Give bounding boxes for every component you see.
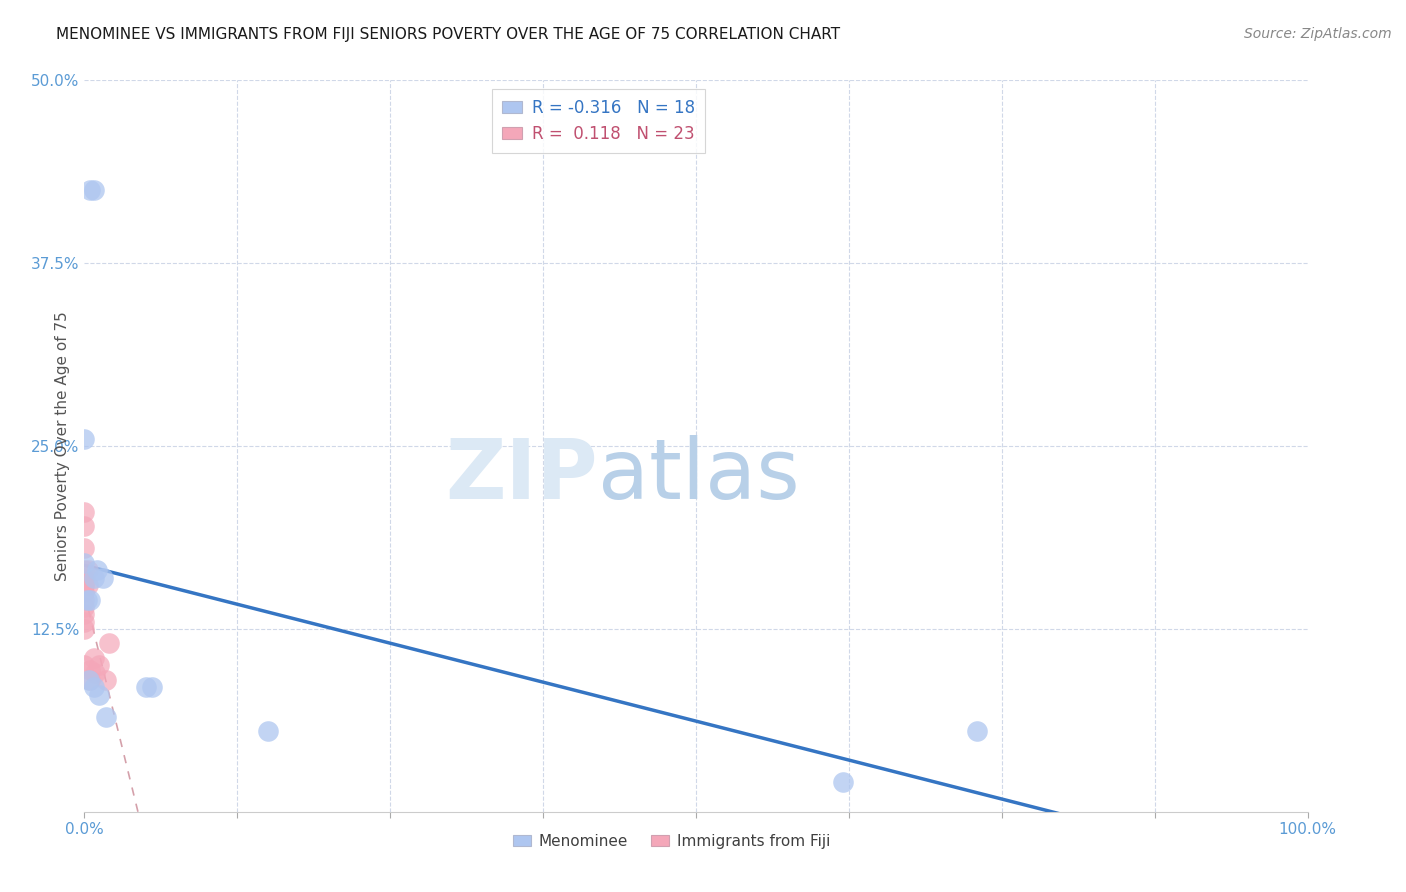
- Point: [73, 622, 96, 636]
- Text: ZIP: ZIP: [446, 434, 598, 516]
- Point: [966, 724, 988, 739]
- Point: [79, 663, 101, 677]
- Point: [83, 571, 105, 585]
- Point: [73, 607, 96, 622]
- Point: [73, 578, 96, 592]
- Point: [87, 658, 110, 673]
- Point: [257, 724, 280, 739]
- Point: [73, 563, 96, 577]
- Point: [77, 673, 100, 687]
- Point: [73, 556, 96, 570]
- Point: [79, 183, 101, 197]
- Point: [77, 563, 100, 577]
- Point: [73, 519, 96, 533]
- Point: [77, 578, 100, 592]
- Point: [83, 681, 105, 695]
- Y-axis label: Seniors Poverty Over the Age of 75: Seniors Poverty Over the Age of 75: [55, 311, 70, 581]
- Point: [73, 541, 96, 556]
- Point: [83, 183, 105, 197]
- Text: Source: ZipAtlas.com: Source: ZipAtlas.com: [1244, 27, 1392, 41]
- Point: [135, 681, 157, 695]
- Point: [96, 709, 118, 723]
- Point: [87, 688, 110, 702]
- Point: [831, 775, 853, 789]
- Point: [73, 599, 96, 614]
- Point: [86, 563, 108, 577]
- Point: [97, 636, 120, 650]
- Point: [73, 578, 96, 592]
- Legend: Menominee, Immigrants from Fiji: Menominee, Immigrants from Fiji: [506, 828, 837, 855]
- Point: [73, 432, 96, 446]
- Point: [73, 571, 96, 585]
- Point: [76, 592, 98, 607]
- Point: [79, 673, 101, 687]
- Point: [73, 505, 96, 519]
- Point: [83, 651, 105, 665]
- Point: [141, 681, 163, 695]
- Point: [84, 665, 107, 680]
- Point: [73, 585, 96, 599]
- Text: atlas: atlas: [598, 434, 800, 516]
- Point: [91, 571, 114, 585]
- Point: [79, 592, 101, 607]
- Point: [96, 673, 118, 687]
- Point: [73, 658, 96, 673]
- Point: [73, 592, 96, 607]
- Point: [73, 615, 96, 629]
- Text: MENOMINEE VS IMMIGRANTS FROM FIJI SENIORS POVERTY OVER THE AGE OF 75 CORRELATION: MENOMINEE VS IMMIGRANTS FROM FIJI SENIOR…: [56, 27, 841, 42]
